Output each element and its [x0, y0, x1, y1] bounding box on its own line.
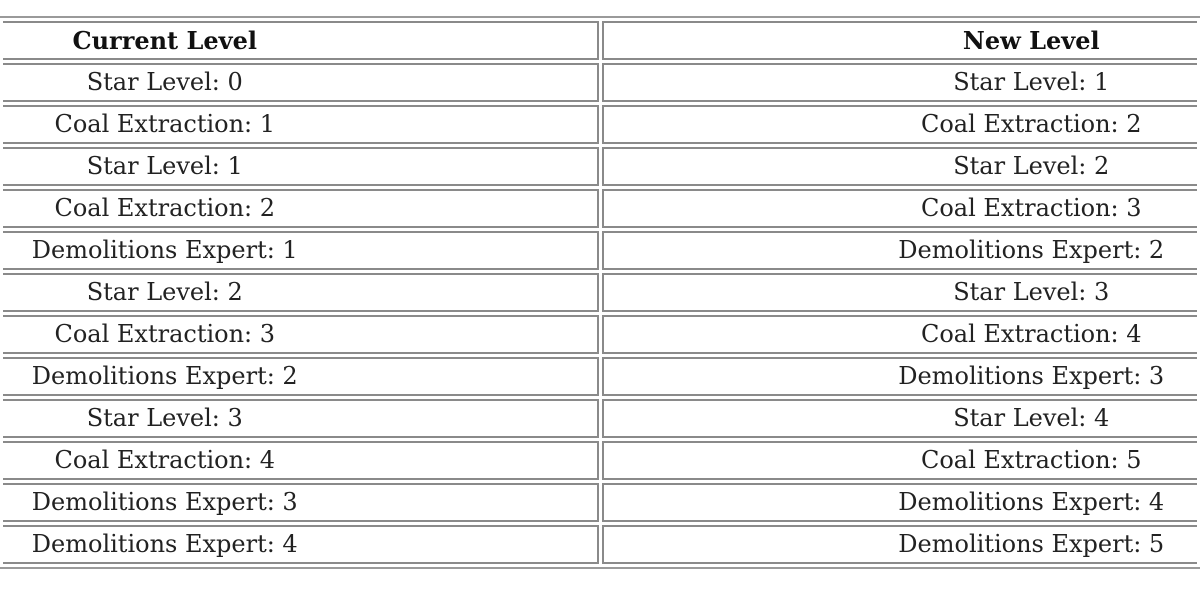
table-row: Demolitions Expert: 3 Demolitions Expert:…: [3, 483, 1197, 522]
table-row: Demolitions Expert: 1 Demolitions Expert:…: [3, 231, 1197, 270]
table-row: Star Level: 0 Star Level: 1: [3, 63, 1197, 102]
table-row: Star Level: 1 Star Level: 2: [3, 147, 1197, 186]
current-level-cell: Demolitions Expert: 1: [3, 231, 599, 270]
header-current-level: Current Level: [3, 21, 599, 60]
current-level-cell: Coal Extraction: 4: [3, 441, 599, 480]
current-level-cell: Star Level: 0: [3, 63, 599, 102]
new-level-cell: Demolitions Expert: 2: [601, 231, 1197, 270]
new-level-cell: Coal Extraction: 5: [601, 441, 1197, 480]
new-level-cell: Star Level: 1: [601, 63, 1197, 102]
table-row: Star Level: 3 Star Level: 4: [3, 399, 1197, 438]
current-level-cell: Demolitions Expert: 3: [3, 483, 599, 522]
current-level-cell: Star Level: 1: [3, 147, 599, 186]
table-row: Coal Extraction: 2 Coal Extraction: 3: [3, 189, 1197, 228]
new-level-cell: Coal Extraction: 2: [601, 105, 1197, 144]
new-level-cell: Coal Extraction: 3: [601, 189, 1197, 228]
new-level-cell: Demolitions Expert: 3: [601, 357, 1197, 396]
table-row: Demolitions Expert: 4 Demolitions Expert:…: [3, 525, 1197, 564]
new-level-cell: Demolitions Expert: 5: [601, 525, 1197, 564]
current-level-cell: Coal Extraction: 2: [3, 189, 599, 228]
table-row: Star Level: 2 Star Level: 3: [3, 273, 1197, 312]
current-level-cell: Coal Extraction: 3: [3, 315, 599, 354]
table-body: Star Level: 0 Star Level: 1 Coal Extractio…: [3, 63, 1197, 564]
current-level-cell: Coal Extraction: 1: [3, 105, 599, 144]
table-row: Coal Extraction: 4 Coal Extraction: 5: [3, 441, 1197, 480]
new-level-cell: Star Level: 3: [601, 273, 1197, 312]
new-level-cell: Coal Extraction: 4: [601, 315, 1197, 354]
header-row: Current Level New Level: [3, 21, 1197, 60]
level-table: Current Level New Level Star Level: 0 Sta…: [0, 16, 1200, 569]
current-level-cell: Demolitions Expert: 4: [3, 525, 599, 564]
table-row: Coal Extraction: 1 Coal Extraction: 2: [3, 105, 1197, 144]
table-row: Demolitions Expert: 2 Demolitions Expert:…: [3, 357, 1197, 396]
new-level-cell: Star Level: 4: [601, 399, 1197, 438]
current-level-cell: Star Level: 3: [3, 399, 599, 438]
new-level-cell: Star Level: 2: [601, 147, 1197, 186]
current-level-cell: Demolitions Expert: 2: [3, 357, 599, 396]
header-new-level: New Level: [601, 21, 1197, 60]
current-level-cell: Star Level: 2: [3, 273, 599, 312]
new-level-cell: Demolitions Expert: 4: [601, 483, 1197, 522]
table-row: Coal Extraction: 3 Coal Extraction: 4: [3, 315, 1197, 354]
